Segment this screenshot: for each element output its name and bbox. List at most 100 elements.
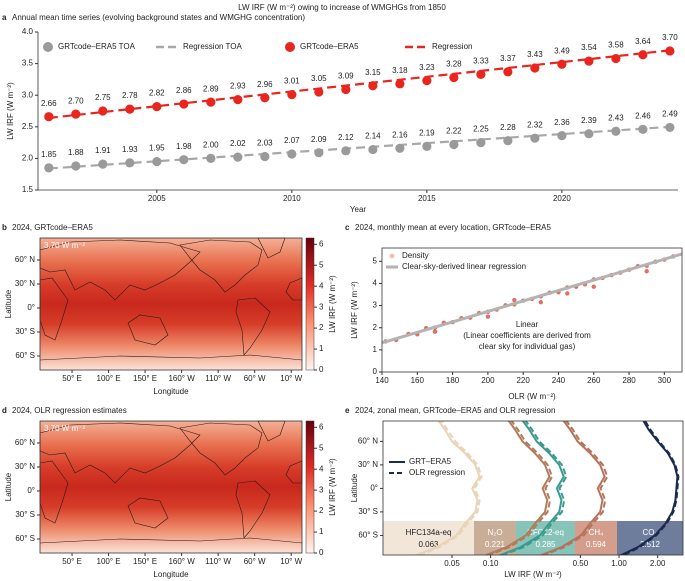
data-point: [422, 76, 432, 86]
value-label: 2.43: [608, 113, 624, 122]
value-label: 3.23: [419, 63, 435, 72]
density-point: [512, 297, 517, 303]
legend-marker: [389, 253, 395, 259]
x-tick-label: 2010: [283, 194, 301, 203]
value-label: 2.66: [41, 99, 57, 108]
data-point: [476, 69, 486, 79]
y-tick-label: 4: [373, 279, 378, 288]
data-point: [179, 99, 189, 109]
value-label: 2.70: [68, 96, 84, 105]
colorbar-label: LW IRF (W m⁻²): [328, 275, 337, 333]
x-tick-label: 2015: [418, 194, 436, 203]
legend-label: GRTcode–ERA5: [300, 42, 359, 51]
y-axis-label: Latitude: [4, 289, 13, 318]
grt-profile: [483, 421, 551, 555]
panel-title: 2024, GRTcode–ERA5: [12, 223, 93, 232]
data-point: [503, 136, 513, 146]
gas-mean: 0.221: [485, 540, 506, 549]
x-tick-label: 2.00: [650, 559, 666, 568]
panel-title: 2024, zonal mean, GRTcode–ERA5 and OLR r…: [355, 406, 555, 415]
lon-tick-label: 150° E: [133, 374, 157, 383]
density-point: [644, 269, 649, 274]
data-point: [71, 161, 81, 171]
data-point: [530, 133, 540, 143]
data-point: [206, 153, 216, 163]
gas-mean: 0.285: [535, 540, 556, 549]
grt-profile: [538, 421, 606, 555]
x-tick-label: 0.10: [483, 559, 499, 568]
grt-profile: [497, 421, 565, 555]
data-point: [260, 93, 270, 103]
data-point: [233, 95, 243, 105]
x-tick-label: 0.50: [573, 559, 589, 568]
y-tick-label: 3.0: [22, 90, 34, 99]
y-tick-label: 2.5: [22, 122, 34, 131]
value-label: 2.93: [230, 82, 246, 91]
lat-tick-label: 60° S: [15, 351, 35, 360]
data-point: [503, 67, 513, 77]
y-axis-label: LW IRF (W m⁻²): [6, 82, 15, 140]
colorbar: [305, 237, 315, 371]
legend-label: OLR regression: [409, 468, 465, 477]
colorbar-tick-label: 1: [319, 527, 324, 536]
lon-tick-label: 10° W: [280, 374, 302, 383]
legend-label: Density: [402, 251, 429, 260]
value-label: 1.88: [68, 148, 84, 157]
density-point: [432, 329, 438, 334]
value-label: 2.03: [257, 139, 273, 148]
data-point: [557, 59, 567, 69]
y-tick-label: 4.0: [22, 27, 34, 36]
data-point: [179, 155, 189, 165]
data-point: [611, 126, 621, 136]
value-label: 2.46: [635, 111, 651, 120]
lon-tick-label: 60° W: [244, 557, 266, 566]
value-label: 2.82: [149, 89, 165, 98]
lat-tick-label: 30° S: [15, 327, 35, 336]
data-point: [611, 53, 621, 64]
gas-name: N₂O: [487, 528, 502, 537]
y-tick-label: 1.5: [22, 185, 34, 194]
value-label: 2.07: [284, 136, 300, 145]
colorbar-label: LW IRF (W m⁻²): [328, 458, 337, 516]
x-axis-label: LW IRF (W m⁻²): [504, 570, 562, 579]
legend-marker: [43, 42, 53, 52]
panel-letter: b: [2, 223, 7, 232]
data-point: [206, 97, 216, 107]
lon-tick-label: 10° W: [280, 557, 302, 566]
x-axis-label: Year: [350, 205, 367, 214]
olr-profile: [621, 421, 680, 555]
value-label: 2.89: [203, 84, 219, 93]
colorbar-tick-label: 2: [319, 506, 324, 515]
value-label: 1.95: [149, 144, 165, 153]
value-label: 2.25: [473, 125, 489, 134]
value-label: 1.91: [95, 146, 111, 155]
data-point: [98, 159, 108, 169]
y-tick-label: 30° S: [358, 507, 378, 516]
panel-letter: a: [2, 13, 7, 22]
map-frame: [39, 420, 303, 554]
y-axis-label: Latitude: [350, 473, 359, 502]
panel-letter: d: [2, 406, 7, 415]
data-point: [44, 163, 54, 173]
x-tick-label: 2020: [553, 194, 571, 203]
regression-line: [381, 252, 683, 345]
lon-tick-label: 50° E: [62, 557, 82, 566]
value-label: 2.86: [176, 86, 192, 95]
gas-mean: 0.594: [586, 540, 607, 549]
lat-tick-label: 60° N: [15, 438, 35, 447]
value-label: 3.58: [608, 41, 624, 50]
value-label: 3.05: [311, 74, 327, 83]
lon-tick-label: 100° E: [97, 374, 121, 383]
colorbar-tick-label: 0: [319, 548, 324, 557]
x-tick-label: 180: [446, 376, 460, 385]
colorbar-tick-label: 0: [319, 365, 324, 374]
value-label: 3.28: [446, 60, 462, 69]
y-tick-label: 5: [373, 256, 378, 265]
value-label: 2.16: [392, 130, 408, 139]
map-annotation: 3.70 W m⁻²: [44, 424, 85, 433]
legend-label: Regression TOA: [183, 42, 243, 51]
lon-tick-label: 160° W: [168, 374, 195, 383]
data-point: [449, 72, 459, 83]
data-point: [71, 109, 81, 119]
